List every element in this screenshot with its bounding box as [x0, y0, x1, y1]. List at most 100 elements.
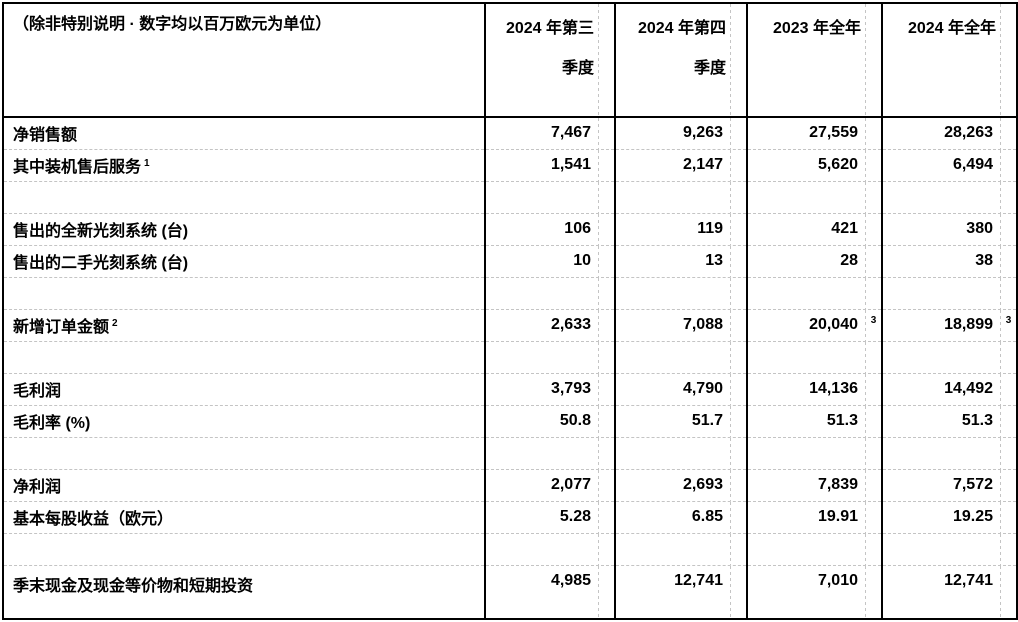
value-cell: [484, 277, 615, 310]
value-cell: 28,263: [881, 117, 1016, 150]
cell-value: 4,790: [682, 380, 723, 397]
row-label: 净利润: [4, 469, 485, 502]
table-row-net-bookings: 新增订单金额 2 2,633 7,088 20,040 3 18,899 3: [4, 309, 1016, 342]
row-label: [4, 341, 485, 374]
value-cell: [484, 533, 615, 566]
value-cell: [881, 533, 1016, 566]
value-cell: 421: [746, 213, 882, 246]
footnote-marker: 3: [1005, 314, 1012, 326]
column-header-line1: 2023 年全年: [772, 20, 861, 37]
row-label-text: 售出的二手光刻系统 (台): [13, 255, 189, 272]
value-cell: 2,633: [484, 309, 615, 342]
footnote-marker: 3: [870, 314, 877, 326]
row-label-text: 新增订单金额: [13, 319, 110, 336]
table-row-blank: [4, 277, 1016, 310]
row-label: [4, 533, 485, 566]
row-label: 毛利率 (%): [4, 405, 485, 438]
value-cell: 12,741: [614, 565, 747, 618]
row-label-text: 其中装机售后服务: [13, 159, 142, 176]
cell-value: 28: [840, 252, 858, 269]
value-cell: [881, 341, 1016, 374]
row-label-text: 净销售额: [13, 127, 78, 145]
row-label-text: 毛利润: [13, 383, 62, 400]
cell-value: 12,741: [674, 571, 723, 589]
cell-value: 2,633: [550, 316, 591, 333]
cell-value: 6.85: [691, 508, 723, 525]
column-header-line1: 2024 年第四: [637, 20, 726, 37]
footnote-marker: 1: [144, 157, 150, 169]
cell-value: 3,793: [550, 380, 591, 397]
value-cell: 380: [881, 213, 1016, 246]
column-header-line2: 季度: [561, 60, 594, 77]
row-label: [4, 277, 485, 310]
unit-note: （除非特别说明 · 数字均以百万欧元为单位）: [4, 4, 485, 118]
value-cell: [746, 533, 882, 566]
cell-value: 51.7: [691, 412, 723, 429]
value-cell: 14,136: [746, 373, 882, 406]
cell-value: 14,136: [809, 380, 858, 397]
cell-value: 12,741: [944, 571, 993, 589]
column-header-q4-2024: 2024 年第四 季度: [614, 4, 747, 118]
value-cell: [484, 181, 615, 214]
row-label-text: 基本每股收益（欧元）: [13, 511, 174, 528]
value-cell: 10: [484, 245, 615, 278]
value-cell: [614, 277, 747, 310]
table-row-blank: [4, 533, 1016, 566]
value-cell: 13: [614, 245, 747, 278]
value-cell: 1,541: [484, 149, 615, 182]
cell-value: 2,147: [682, 156, 723, 173]
value-cell: 4,985: [484, 565, 615, 618]
column-header-line1: 2024 年第三: [505, 20, 594, 37]
cell-value: 18,899: [944, 316, 993, 333]
cell-value: 50.8: [559, 412, 591, 429]
row-label: 净销售额: [4, 117, 485, 150]
row-label-text: 净利润: [13, 479, 62, 496]
cell-value: 19.91: [817, 508, 858, 525]
cell-value: 38: [975, 252, 993, 269]
value-cell: 14,492: [881, 373, 1016, 406]
cell-value: 28,263: [944, 124, 993, 142]
value-cell: 2,077: [484, 469, 615, 502]
value-cell: [484, 341, 615, 374]
value-cell: 3,793: [484, 373, 615, 406]
cell-value: 421: [831, 220, 858, 237]
cell-value: 19.25: [952, 508, 993, 525]
row-label: 基本每股收益（欧元）: [4, 501, 485, 534]
table-row-cash-and-investments: 季末现金及现金等价物和短期投资 4,985 12,741 7,010 12,74…: [4, 565, 1016, 618]
cell-value: 9,263: [682, 124, 723, 142]
table-row-blank: [4, 181, 1016, 214]
value-cell: 6.85: [614, 501, 747, 534]
value-cell: 7,088: [614, 309, 747, 342]
cell-value: 27,559: [809, 124, 858, 142]
value-cell: 19.91: [746, 501, 882, 534]
cell-value: 119: [697, 220, 723, 237]
value-cell: [881, 437, 1016, 470]
value-cell: 19.25: [881, 501, 1016, 534]
value-cell: 6,494: [881, 149, 1016, 182]
value-cell: [881, 277, 1016, 310]
column-header-line2: 季度: [693, 60, 726, 77]
table-row-basic-eps: 基本每股收益（欧元） 5.28 6.85 19.91 19.25: [4, 501, 1016, 534]
value-cell: [614, 437, 747, 470]
row-label-text: 毛利率 (%): [13, 415, 91, 432]
cell-value: 1,541: [550, 156, 591, 173]
row-label: [4, 437, 485, 470]
row-label: 季末现金及现金等价物和短期投资: [4, 565, 485, 618]
row-label: 售出的二手光刻系统 (台): [4, 245, 485, 278]
cell-value: 7,010: [817, 571, 858, 589]
row-label: 毛利润: [4, 373, 485, 406]
value-cell: 119: [614, 213, 747, 246]
column-header-fy-2024: 2024 年全年: [881, 4, 1016, 118]
cell-value: 7,088: [682, 316, 723, 333]
row-label: 售出的全新光刻系统 (台): [4, 213, 485, 246]
value-cell: [746, 437, 882, 470]
cell-value: 106: [564, 220, 591, 237]
value-cell: 18,899 3: [881, 309, 1016, 342]
value-cell: 2,147: [614, 149, 747, 182]
cell-value: 20,040: [809, 316, 858, 333]
value-cell: [746, 181, 882, 214]
value-cell: 5,620: [746, 149, 882, 182]
cell-value: 2,693: [682, 476, 723, 493]
cell-value: 380: [966, 220, 993, 237]
